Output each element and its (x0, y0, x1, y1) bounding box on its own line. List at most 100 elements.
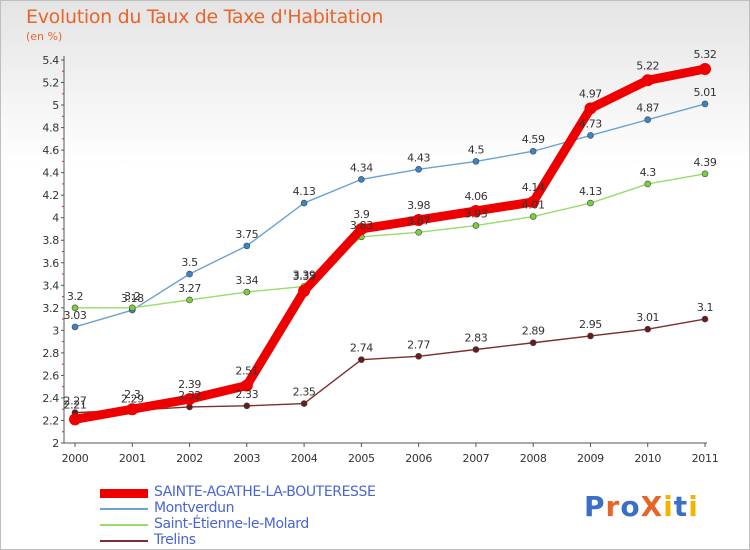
logo-letter: t (673, 490, 689, 523)
data-label: 3.75 (235, 228, 258, 241)
data-point (701, 315, 709, 323)
y-tick-label: 4.2 (42, 189, 59, 202)
logo-letter: i (663, 490, 674, 523)
data-label: 2.95 (579, 318, 602, 331)
data-point (644, 116, 652, 124)
legend-swatch (100, 508, 148, 510)
data-label: 3.18 (121, 292, 144, 305)
data-label: 2.3 (124, 388, 141, 401)
data-label: 2.29 (121, 392, 144, 405)
x-tick-label: 2005 (348, 452, 375, 465)
logo-letter: P (584, 490, 606, 523)
data-label: 3.2 (67, 290, 83, 303)
data-point (186, 296, 193, 304)
y-tick-label: 2.4 (42, 392, 59, 405)
x-tick-label: 2006 (405, 452, 432, 465)
data-point (243, 242, 251, 250)
data-label: 4.14 (522, 181, 545, 194)
data-label: 3.39 (293, 268, 316, 281)
data-point (527, 195, 540, 208)
x-tick-label: 2001 (119, 452, 146, 465)
data-label: 4.43 (407, 151, 430, 164)
data-label: 4.13 (293, 185, 316, 198)
data-point (701, 170, 709, 178)
data-point (529, 339, 537, 347)
data-point (584, 102, 597, 115)
data-point (472, 346, 480, 353)
y-tick-label: 4.4 (42, 167, 59, 180)
data-point (415, 165, 422, 173)
data-label: 4.87 (636, 102, 659, 115)
legend-swatch (100, 540, 148, 542)
x-tick-label: 2009 (577, 452, 604, 465)
legend-label: SAINTE-AGATHE-LA-BOUTERESSE (154, 484, 376, 500)
data-point (415, 352, 422, 360)
y-tick-label: 3.6 (42, 257, 59, 270)
y-tick-label: 3 (52, 324, 59, 337)
data-point (298, 284, 311, 297)
x-tick-label: 2010 (634, 452, 661, 465)
data-point (641, 74, 654, 87)
data-label: 5.22 (636, 59, 659, 72)
y-tick-label: 2.2 (42, 414, 59, 427)
data-point (71, 304, 79, 312)
data-label: 3.03 (64, 309, 87, 322)
data-point (71, 323, 79, 331)
y-tick-label: 2 (52, 437, 59, 450)
x-tick-label: 2002 (176, 452, 203, 465)
data-label: 2.27 (64, 395, 87, 408)
legend-label: Montverdun (154, 500, 235, 516)
data-label: 3.34 (235, 274, 258, 287)
data-point (472, 158, 480, 165)
data-point (587, 199, 594, 207)
data-point (243, 402, 251, 410)
y-tick-label: 3.8 (42, 234, 59, 247)
y-tick-label: 4 (52, 212, 59, 225)
data-label: 2.32 (178, 389, 201, 402)
data-point (529, 147, 537, 155)
data-point (243, 288, 251, 296)
x-tick-label: 2008 (520, 452, 547, 465)
data-label: 4.97 (579, 87, 602, 100)
x-tick-label: 2000 (62, 452, 89, 465)
y-tick-label: 3.4 (42, 279, 59, 292)
logo-letter: X (640, 490, 664, 523)
data-label: 2.33 (235, 388, 258, 401)
y-tick-label: 2.8 (42, 347, 59, 360)
y-tick-label: 2.6 (42, 369, 59, 382)
y-tick-label: 5 (52, 99, 59, 112)
y-tick-label: 5.4 (42, 54, 59, 67)
data-point (358, 356, 365, 363)
data-point (128, 304, 136, 312)
data-label: 2.39 (178, 378, 201, 391)
data-label: 2.21 (64, 398, 87, 411)
data-label: 3.5 (181, 256, 198, 269)
proxiti-logo: ProXiti (584, 490, 699, 523)
data-point (300, 400, 308, 407)
data-label: 2.77 (407, 338, 430, 351)
data-point (701, 100, 709, 108)
data-point (240, 379, 253, 392)
data-point (69, 413, 81, 426)
data-label: 3.83 (350, 219, 373, 232)
data-point (472, 222, 480, 229)
data-label: 4.01 (522, 199, 545, 212)
y-tick-label: 4.8 (42, 122, 59, 135)
legend-swatch (100, 524, 148, 526)
x-tick-label: 2004 (291, 452, 318, 465)
data-point (587, 132, 594, 139)
series-line (74, 103, 706, 328)
data-label: 3.01 (636, 311, 659, 324)
data-point (186, 270, 193, 278)
data-point (355, 222, 368, 235)
series-line (74, 318, 706, 414)
data-label: 4.39 (694, 156, 717, 169)
y-tick-label: 3.2 (42, 302, 59, 315)
data-label: 3.9 (353, 208, 370, 221)
data-label: 4.73 (579, 117, 602, 130)
data-label: 2.74 (350, 342, 373, 355)
data-label: 5.01 (694, 86, 717, 99)
data-label: 2.89 (522, 325, 545, 338)
data-label: 4.13 (579, 185, 602, 198)
